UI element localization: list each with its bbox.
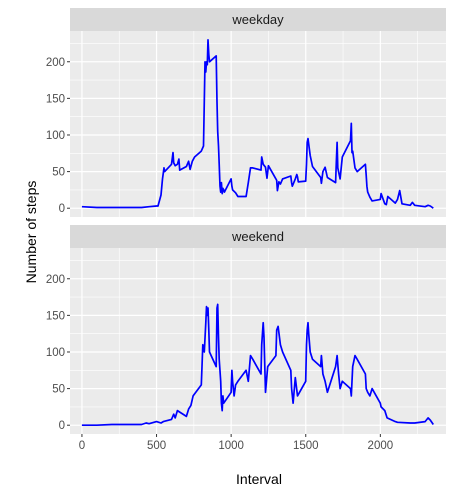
- y-tick-label: 50: [52, 384, 65, 396]
- y-tick-label: 0: [59, 203, 65, 215]
- facet-strip: [70, 8, 446, 31]
- y-tick-label: 200: [46, 57, 65, 69]
- y-tick-label: 0: [59, 420, 65, 432]
- gridlines: [70, 31, 446, 217]
- x-tick-label: 0: [79, 440, 85, 452]
- x-tick-label: 2000: [368, 440, 394, 452]
- facet-strip-label: weekday: [231, 12, 284, 27]
- y-axis-ticks: 0 50 100 150 200 0 50 100 150 200: [46, 57, 70, 432]
- series-line-weekday: [81, 38, 434, 209]
- series-line-weekend: [81, 303, 435, 427]
- x-axis-title: Interval: [236, 471, 282, 487]
- y-tick-label: 100: [46, 347, 65, 359]
- facet-panels: weekday weekend: [70, 8, 446, 434]
- facet-strip: [70, 225, 446, 248]
- plot-panel-background: [70, 31, 446, 217]
- y-tick-label: 200: [46, 274, 65, 286]
- x-tick-label: 1000: [218, 440, 244, 452]
- facet-panel-weekend: weekend: [70, 225, 446, 434]
- plot-panel-background: [70, 248, 446, 434]
- y-tick-label: 50: [52, 167, 65, 179]
- y-tick-label: 150: [46, 93, 65, 105]
- facet-panel-weekday: weekday: [70, 8, 446, 217]
- facet-strip-label: weekend: [231, 229, 284, 244]
- gridlines: [70, 248, 446, 434]
- x-tick-label: 500: [147, 440, 166, 452]
- y-tick-label: 150: [46, 310, 65, 322]
- y-tick-label: 100: [46, 130, 65, 142]
- x-tick-label: 1500: [293, 440, 319, 452]
- y-axis-title: Number of steps: [23, 181, 39, 284]
- x-axis-ticks: 0 500 1000 1500 2000: [79, 434, 393, 452]
